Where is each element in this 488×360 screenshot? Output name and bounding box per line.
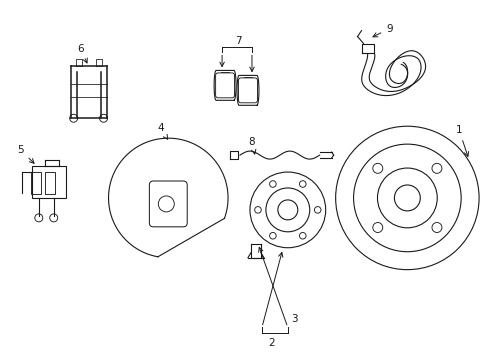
Text: 8: 8 [248,137,255,154]
Text: 4: 4 [157,123,167,139]
Text: 1: 1 [455,125,468,156]
Text: 7: 7 [234,36,241,46]
Text: 5: 5 [18,145,34,163]
Bar [32,166,65,198]
Text: 2: 2 [268,338,275,348]
Bar [45,172,55,194]
Bar [31,172,41,194]
Text: 3: 3 [291,314,298,324]
Text: 9: 9 [372,24,392,37]
Text: 6: 6 [77,44,87,63]
